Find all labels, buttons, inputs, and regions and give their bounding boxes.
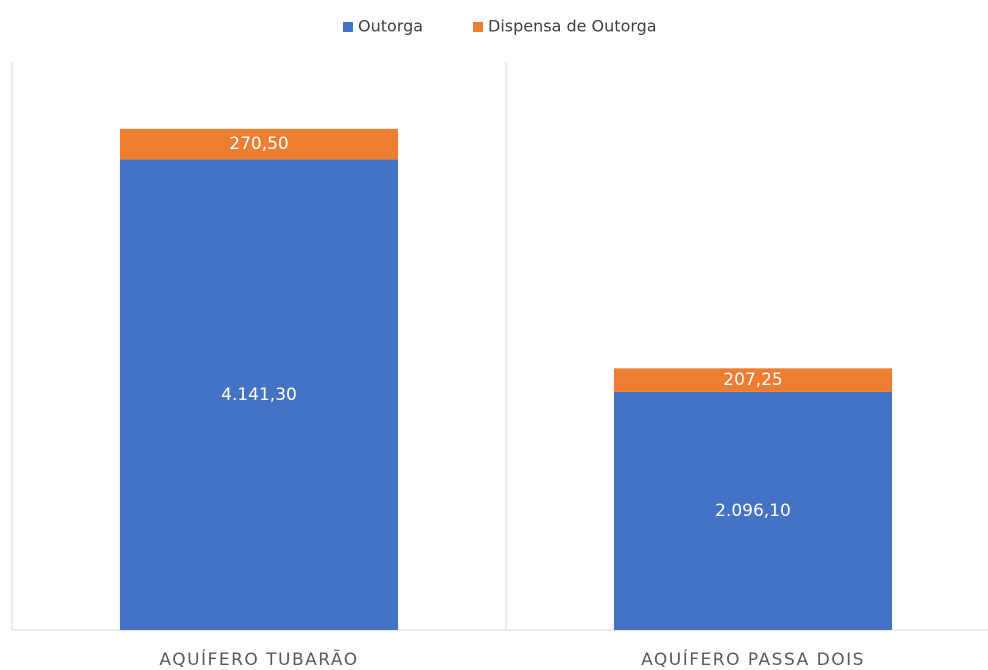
data-label: 4.141,30 (221, 385, 297, 405)
bar-segment (613, 391, 893, 630)
x-tick-label: AQUÍFERO PASSA DOIS (641, 648, 865, 670)
data-label: 207,25 (723, 370, 782, 390)
legend-label: Dispensa de Outorga (488, 17, 657, 36)
data-label: 270,50 (229, 134, 288, 154)
x-tick-label: AQUÍFERO TUBARÃO (159, 648, 358, 670)
bar-segment (119, 128, 399, 160)
bar-segment (119, 159, 399, 630)
legend-label: Outorga (358, 17, 423, 36)
bar-segment (613, 368, 893, 392)
data-label: 2.096,10 (715, 501, 791, 521)
legend-swatch (473, 22, 483, 32)
legend-swatch (343, 22, 353, 32)
